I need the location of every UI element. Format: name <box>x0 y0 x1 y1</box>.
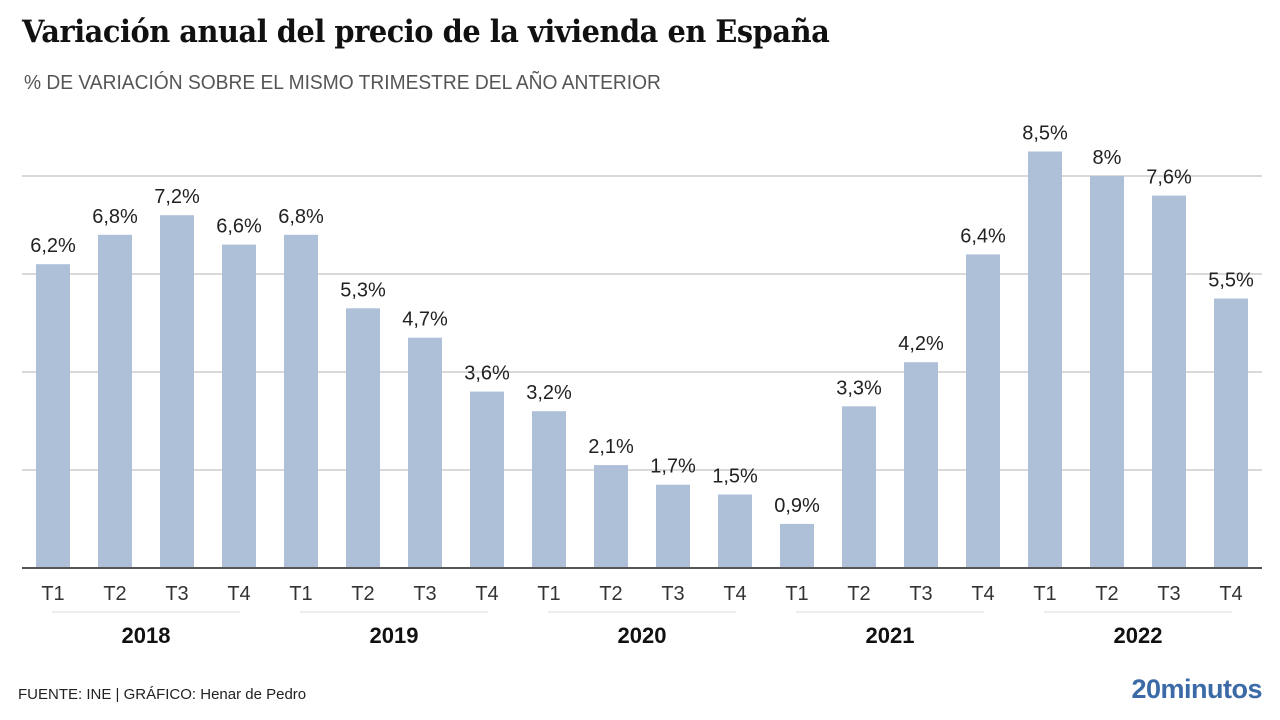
bar <box>656 484 690 568</box>
bar <box>284 234 318 569</box>
bar <box>1028 151 1062 568</box>
bar <box>1152 195 1186 568</box>
brand-logo: 20minutos <box>1131 674 1262 704</box>
data-label: 1,7% <box>650 456 696 478</box>
bars <box>36 151 1248 569</box>
x-tick-label: T1 <box>41 583 64 605</box>
data-label: 0,9% <box>774 495 820 517</box>
x-tick-label: T3 <box>909 583 932 605</box>
bar <box>1090 176 1124 568</box>
bar <box>718 494 752 568</box>
data-label: 6,2% <box>30 235 76 257</box>
x-tick-label: T2 <box>599 583 622 605</box>
x-tick-label: T3 <box>413 583 436 605</box>
gridlines <box>22 175 1262 471</box>
x-tick-label: T4 <box>723 583 746 605</box>
bar <box>842 406 876 568</box>
year-group-label: 2020 <box>618 623 667 648</box>
data-labels: 6,2% 6,8% 7,2% 6,6% 6,8% 5,3% 4,7% 3,6% 3,2% 2,1%… <box>30 123 1254 517</box>
data-label: 6,8% <box>278 206 324 228</box>
year-group-label: 2019 <box>370 623 419 648</box>
bar <box>222 244 256 568</box>
x-tick-label: T1 <box>785 583 808 605</box>
year-group-label: 2022 <box>1114 623 1163 648</box>
x-tick-label: T1 <box>1033 583 1056 605</box>
bar <box>160 215 194 568</box>
data-label: 5,5% <box>1208 270 1254 292</box>
data-label: 6,4% <box>960 225 1006 247</box>
x-tick-label: T4 <box>1219 583 1242 605</box>
data-label: 7,2% <box>154 186 200 208</box>
bar <box>780 523 814 568</box>
data-label: 4,7% <box>402 309 448 331</box>
x-tick-label: T1 <box>289 583 312 605</box>
x-tick-label: T4 <box>227 583 250 605</box>
data-label: 6,8% <box>92 206 138 228</box>
data-label: 4,2% <box>898 333 944 355</box>
x-tick-label: T3 <box>661 583 684 605</box>
bar <box>532 411 566 568</box>
data-label: 3,3% <box>836 377 882 399</box>
year-group-labels: 2018 2019 2020 2021 2022 <box>52 611 1232 648</box>
data-label: 1,5% <box>712 466 758 488</box>
x-tick-label: T3 <box>1157 583 1180 605</box>
x-tick-label: T3 <box>165 583 188 605</box>
bar <box>98 234 132 569</box>
data-label: 8% <box>1093 147 1122 169</box>
bar <box>408 337 442 568</box>
source-credit: FUENTE: INE | GRÁFICO: Henar de Pedro <box>18 686 307 703</box>
bar <box>470 391 504 568</box>
data-label: 3,6% <box>464 363 510 385</box>
x-tick-label: T1 <box>537 583 560 605</box>
bar <box>594 465 628 568</box>
data-label: 8,5% <box>1022 123 1068 145</box>
year-group-label: 2018 <box>122 623 171 648</box>
x-tick-label: T2 <box>103 583 126 605</box>
bar <box>904 362 938 568</box>
x-tick-label: T4 <box>475 583 498 605</box>
data-label: 7,6% <box>1146 167 1192 189</box>
chart-subtitle: % DE VARIACIÓN SOBRE EL MISMO TRIMESTRE … <box>24 72 661 94</box>
bar <box>966 254 1000 568</box>
bar <box>1214 298 1248 568</box>
x-tick-label: T2 <box>847 583 870 605</box>
data-label: 3,2% <box>526 382 572 404</box>
bar <box>346 308 380 568</box>
bar <box>36 264 70 568</box>
x-tick-label: T2 <box>1095 583 1118 605</box>
x-tick-labels: T1 T2 T3 T4 T1 T2 T3 T4 T1 T2 T3 T4 T1 T2 T3 T4 T1 T2 T3 T4 <box>41 583 1242 605</box>
data-label: 2,1% <box>588 436 634 458</box>
x-tick-label: T4 <box>971 583 994 605</box>
data-label: 6,6% <box>216 216 262 238</box>
year-group-label: 2021 <box>866 623 915 648</box>
x-tick-label: T2 <box>351 583 374 605</box>
data-label: 5,3% <box>340 279 386 301</box>
chart-title: Variación anual del precio de la viviend… <box>22 14 830 50</box>
